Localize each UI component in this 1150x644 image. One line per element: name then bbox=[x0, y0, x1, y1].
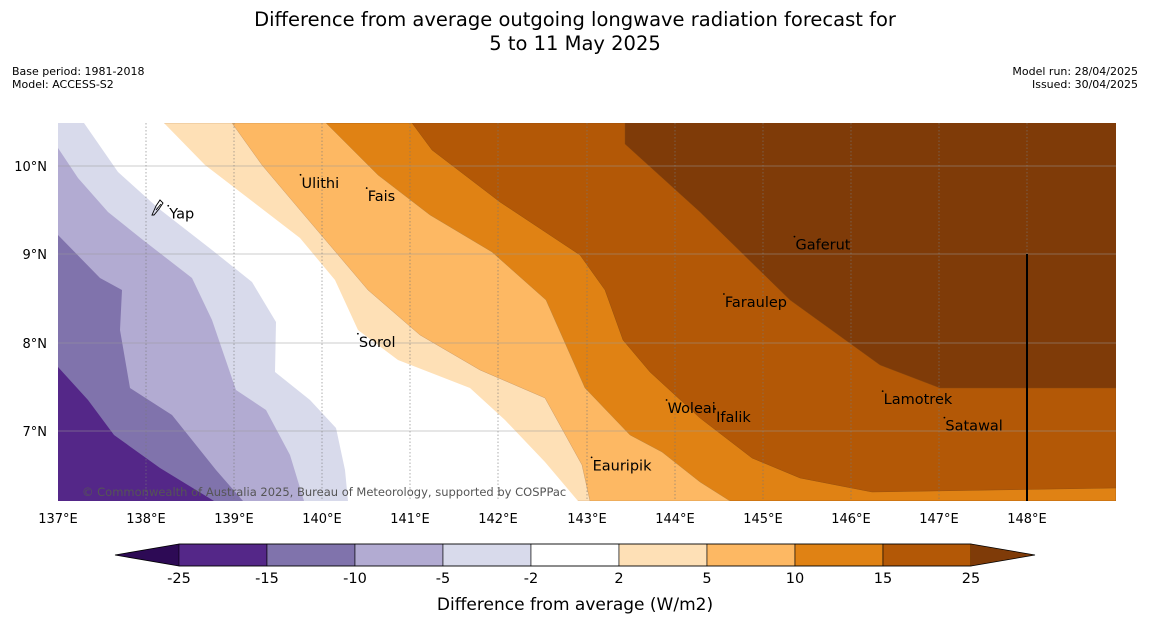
place-label: Lamotrek bbox=[884, 392, 953, 408]
meta-left: Base period: 1981-2018 Model: ACCESS-S2 bbox=[12, 65, 144, 91]
title-line-2: 5 to 11 May 2025 bbox=[489, 32, 661, 55]
place-marker bbox=[365, 187, 368, 189]
lat-tick-label: 9°N bbox=[23, 248, 48, 263]
place-marker bbox=[723, 293, 725, 295]
place-label: Satawal bbox=[945, 419, 1002, 435]
lon-tick-label: 139°E bbox=[214, 512, 254, 527]
lon-tick-label: 137°E bbox=[38, 512, 78, 527]
lat-tick-label: 8°N bbox=[23, 337, 48, 352]
colorbar-bin bbox=[618, 543, 708, 567]
colorbar-tick-label: 5 bbox=[702, 571, 711, 587]
colorbar-tick-label: -5 bbox=[436, 571, 450, 587]
copyright-credit: © Commonwealth of Australia 2025, Bureau… bbox=[82, 485, 566, 499]
colorbar-title: Difference from average (W/m2) bbox=[437, 595, 713, 615]
lon-tick-label: 147°E bbox=[919, 512, 959, 527]
lon-tick-label: 143°E bbox=[567, 512, 607, 527]
colorbar-bin bbox=[178, 543, 268, 567]
place-ifalik: Ifalik bbox=[714, 407, 751, 426]
place-label: Ulithi bbox=[302, 176, 340, 192]
colorbar-tick-label: 10 bbox=[786, 571, 804, 587]
map-panel bbox=[58, 123, 1116, 501]
place-labels: Yap Ulithi Fais Sorol Gaferut Faraulep WoleaiI… bbox=[167, 173, 1003, 474]
place-label: Fais bbox=[368, 189, 395, 205]
colorbar-bin bbox=[706, 543, 796, 567]
colorbar-bin bbox=[442, 543, 532, 567]
place-marker bbox=[943, 416, 946, 419]
colorbar-bin bbox=[354, 543, 444, 567]
colorbar-bin bbox=[530, 543, 620, 567]
place-yap: Yap bbox=[167, 204, 194, 223]
colorbar-tick-labels: -25 -15 -10 -5 -2 2 5 10 15 25 bbox=[167, 571, 980, 587]
place-eauripik: Eauripik bbox=[590, 456, 652, 474]
colorbar-bin bbox=[266, 543, 356, 567]
place-marker bbox=[167, 204, 170, 207]
issued-date: Issued: 30/04/2025 bbox=[1031, 78, 1138, 91]
model-run: Model run: 28/04/2025 bbox=[1012, 65, 1138, 78]
place-gaferut: Gaferut bbox=[793, 235, 851, 254]
colorbar-tick-label: -25 bbox=[167, 571, 191, 587]
place-marker bbox=[793, 235, 796, 238]
lon-tick-labels: 137°E 138°E 139°E 140°E 141°E 142°E 143°… bbox=[38, 512, 1047, 527]
chart-title: Difference from average outgoing longwav… bbox=[0, 8, 1150, 56]
place-label: Faraulep bbox=[725, 295, 787, 311]
place-marker bbox=[356, 332, 359, 335]
place-marker bbox=[714, 407, 716, 410]
place-label: Eauripik bbox=[593, 458, 652, 474]
band-minus25-minus15 bbox=[58, 367, 214, 501]
place-marker bbox=[665, 399, 668, 401]
lon-tick-label: 141°E bbox=[390, 512, 430, 527]
title-line-1: Difference from average outgoing longwav… bbox=[254, 8, 896, 31]
colorbar-tick-label: -2 bbox=[524, 571, 538, 587]
place-label: Gaferut bbox=[795, 238, 850, 254]
lon-tick-label: 144°E bbox=[655, 512, 695, 527]
colorbar-extend-high bbox=[971, 544, 1035, 566]
lon-tick-label: 145°E bbox=[743, 512, 783, 527]
lon-tick-label: 138°E bbox=[126, 512, 166, 527]
colorbar-tick-label: 2 bbox=[614, 571, 623, 587]
base-period: Base period: 1981-2018 bbox=[12, 65, 145, 78]
place-label: Woleai bbox=[668, 401, 716, 417]
colorbar bbox=[114, 543, 1036, 567]
place-marker bbox=[299, 173, 302, 176]
colorbar-bin bbox=[882, 543, 972, 567]
place-woleai: Woleai bbox=[665, 399, 716, 417]
model-name: Model: ACCESS-S2 bbox=[12, 78, 114, 91]
yap-island-outline bbox=[151, 199, 164, 216]
place-marker bbox=[590, 456, 593, 459]
place-sorol: Sorol bbox=[356, 332, 396, 351]
colorbar-outline bbox=[114, 543, 1036, 567]
lat-gridlines bbox=[58, 165, 1116, 432]
place-label: Ifalik bbox=[716, 410, 751, 426]
colorbar-tick-label: 25 bbox=[962, 571, 980, 587]
place-fais: Fais bbox=[365, 187, 395, 205]
lat-tick-labels: 10°N 9°N 8°N 7°N bbox=[14, 160, 47, 440]
lat-tick-label: 10°N bbox=[14, 160, 47, 175]
place-lamotrek: Lamotrek bbox=[881, 390, 953, 408]
colorbar-tick-label: 15 bbox=[874, 571, 892, 587]
colorbar-tick-label: -15 bbox=[255, 571, 279, 587]
lon-tick-label: 148°E bbox=[1007, 512, 1047, 527]
lat-tick-label: 7°N bbox=[23, 425, 48, 440]
place-faraulep: Faraulep bbox=[723, 293, 787, 311]
place-label: Yap bbox=[168, 207, 194, 223]
colorbar-extend-low bbox=[115, 544, 179, 566]
lon-tick-label: 142°E bbox=[478, 512, 518, 527]
colorbar-tick-label: -10 bbox=[343, 571, 367, 587]
place-marker bbox=[881, 390, 884, 393]
colorbar-bin bbox=[794, 543, 884, 567]
lon-tick-label: 146°E bbox=[831, 512, 871, 527]
place-satawal: Satawal bbox=[943, 416, 1003, 435]
meta-right: Model run: 28/04/2025 Issued: 30/04/2025 bbox=[1012, 65, 1138, 91]
place-label: Sorol bbox=[359, 335, 396, 351]
place-ulithi: Ulithi bbox=[299, 173, 340, 192]
lon-tick-label: 140°E bbox=[302, 512, 342, 527]
